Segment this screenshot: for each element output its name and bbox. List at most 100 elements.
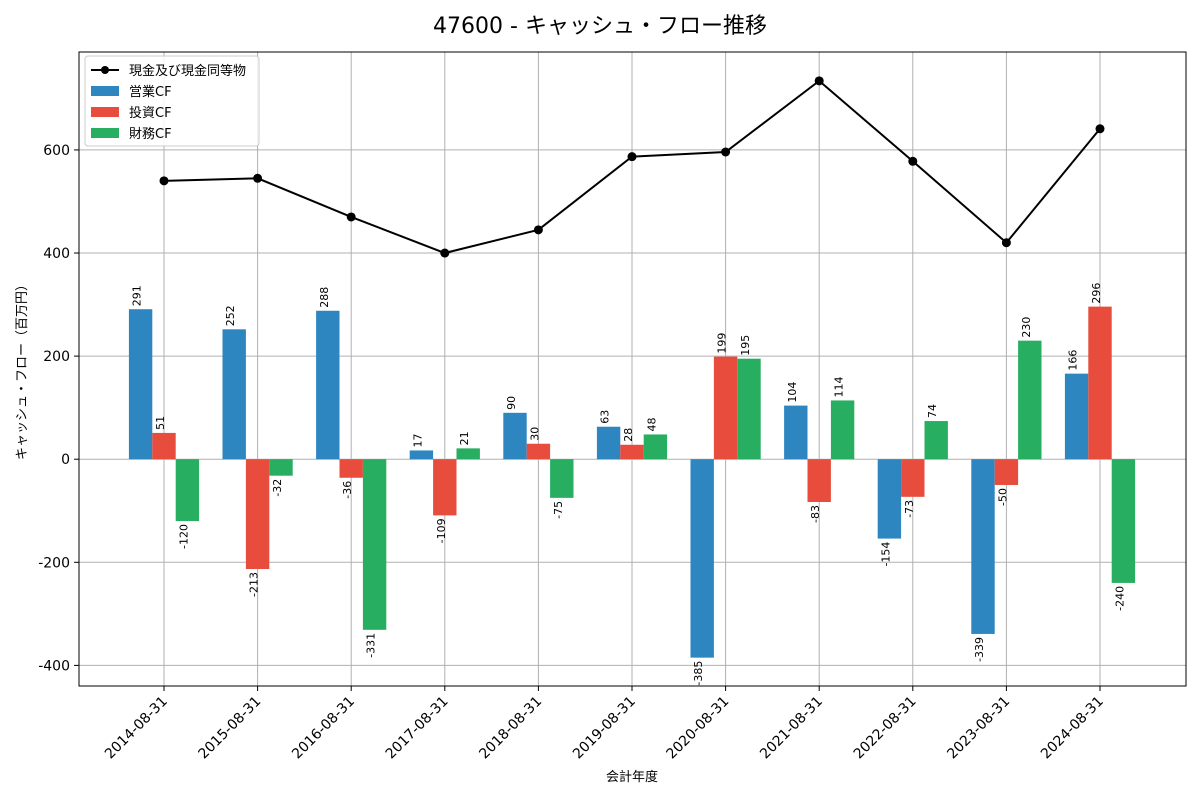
bar-value-label: -240 bbox=[1113, 586, 1126, 611]
y-tick-label: -400 bbox=[38, 658, 70, 674]
bar-0 bbox=[971, 459, 995, 634]
x-tick-label: 2022-08-31 bbox=[851, 694, 920, 763]
y-tick-label: 200 bbox=[43, 349, 70, 365]
bar-value-label: -213 bbox=[248, 572, 261, 597]
bar-2 bbox=[362, 459, 387, 630]
legend-entry: 営業CF bbox=[129, 84, 172, 100]
x-tick-label: 2017-08-31 bbox=[383, 694, 452, 763]
data-labels: 291 252 288 17 90 63 -385 104 -154 -339 166 51 -213 -… bbox=[131, 283, 1127, 686]
bar-value-label: 74 bbox=[926, 404, 939, 418]
bar-1 bbox=[901, 459, 925, 497]
x-tick-label: 2016-08-31 bbox=[289, 694, 358, 763]
bar-value-label: 17 bbox=[411, 433, 424, 447]
bar-value-label: -73 bbox=[903, 500, 916, 518]
bar-value-label: 28 bbox=[622, 428, 635, 442]
bar-0 bbox=[128, 309, 153, 460]
cash-point bbox=[533, 225, 543, 235]
bar-2 bbox=[924, 421, 948, 460]
bar-value-label: 51 bbox=[154, 416, 167, 430]
bar-1 bbox=[433, 459, 457, 516]
chart-title: 47600 - キャッシュ・フロー推移 bbox=[433, 14, 767, 39]
bar-0 bbox=[409, 450, 434, 460]
bar-value-label: 166 bbox=[1067, 350, 1080, 371]
bar-value-label: -385 bbox=[692, 661, 705, 686]
bar-value-label: 252 bbox=[224, 305, 237, 326]
bar-value-label: 63 bbox=[599, 410, 612, 424]
bar-value-label: -154 bbox=[879, 542, 892, 567]
bar-0 bbox=[316, 310, 340, 460]
bar-1 bbox=[245, 459, 270, 569]
x-axis-label: 会計年度 bbox=[606, 769, 658, 785]
bar-value-label: 48 bbox=[645, 417, 658, 431]
bar-value-label: 21 bbox=[458, 431, 471, 445]
bar-2 bbox=[1111, 459, 1136, 583]
bar-1 bbox=[152, 432, 176, 460]
bar-1 bbox=[1088, 306, 1112, 460]
bar-value-label: 296 bbox=[1090, 283, 1103, 304]
cash-point bbox=[253, 173, 263, 183]
bar-1 bbox=[526, 443, 551, 460]
bar-2 bbox=[550, 459, 574, 498]
bar-2 bbox=[830, 400, 855, 460]
bar-value-label: -331 bbox=[365, 633, 378, 658]
cash-point bbox=[627, 152, 637, 162]
bar-1 bbox=[339, 459, 363, 478]
y-axis-label: キャッシュ・フロー（百万円） bbox=[15, 278, 30, 460]
x-tick-label: 2020-08-31 bbox=[664, 694, 733, 763]
bar-0 bbox=[877, 459, 902, 539]
bars bbox=[128, 306, 1136, 658]
bar-1 bbox=[620, 444, 644, 460]
bar-2 bbox=[737, 358, 761, 460]
legend-entry: 投資CF bbox=[129, 105, 172, 121]
legend-entry: 財務CF bbox=[129, 127, 172, 142]
x-tick-label: 2024-08-31 bbox=[1038, 694, 1107, 763]
cash-point bbox=[1001, 238, 1011, 248]
bar-2 bbox=[643, 434, 668, 460]
x-tick-label: 2015-08-31 bbox=[196, 694, 265, 763]
x-tick-label: 2023-08-31 bbox=[944, 694, 1013, 763]
x-tick-label: 2018-08-31 bbox=[476, 694, 545, 763]
cash-point bbox=[159, 176, 169, 186]
bar-0 bbox=[1064, 373, 1089, 460]
legend-marker bbox=[101, 66, 109, 74]
bar-2 bbox=[269, 459, 293, 476]
bar-value-label: 114 bbox=[833, 376, 846, 397]
bar-0 bbox=[596, 426, 621, 460]
bar-value-label: 90 bbox=[505, 396, 518, 410]
bar-2 bbox=[1018, 340, 1042, 460]
bar-value-label: -36 bbox=[341, 481, 354, 499]
bar-value-label: -83 bbox=[809, 505, 822, 523]
bar-value-label: 288 bbox=[318, 287, 331, 308]
bar-value-label: 104 bbox=[786, 382, 799, 403]
bar-1 bbox=[994, 459, 1019, 485]
y-tick-label: -200 bbox=[38, 555, 70, 571]
cash-point bbox=[440, 248, 450, 258]
bar-0 bbox=[690, 459, 714, 658]
y-tick-label: 400 bbox=[43, 246, 70, 262]
bar-0 bbox=[222, 329, 246, 460]
x-tick-label: 2014-08-31 bbox=[102, 694, 171, 763]
bar-value-label: -109 bbox=[435, 518, 448, 543]
legend-swatch bbox=[91, 86, 119, 96]
bar-2 bbox=[175, 459, 200, 522]
bar-0 bbox=[784, 405, 808, 460]
cash-point bbox=[814, 76, 824, 86]
cash-point bbox=[1095, 124, 1105, 134]
y-tick-label: 600 bbox=[43, 143, 70, 159]
bar-value-label: 199 bbox=[716, 333, 729, 354]
bar-1 bbox=[713, 356, 738, 460]
bar-value-label: -50 bbox=[996, 488, 1009, 506]
legend-swatch bbox=[91, 107, 119, 117]
legend-box bbox=[84, 55, 260, 147]
bar-value-label: 195 bbox=[739, 335, 752, 356]
legend-entry: 現金及び現金同等物 bbox=[129, 63, 246, 79]
bar-value-label: 30 bbox=[528, 427, 541, 441]
bar-value-label: -120 bbox=[177, 524, 190, 549]
y-tick-label: 0 bbox=[61, 452, 70, 468]
bar-value-label: -32 bbox=[271, 479, 284, 497]
bar-0 bbox=[503, 412, 527, 460]
x-tick-label: 2019-08-31 bbox=[570, 694, 639, 763]
cash-point bbox=[346, 212, 356, 222]
legend-swatch bbox=[91, 128, 119, 138]
